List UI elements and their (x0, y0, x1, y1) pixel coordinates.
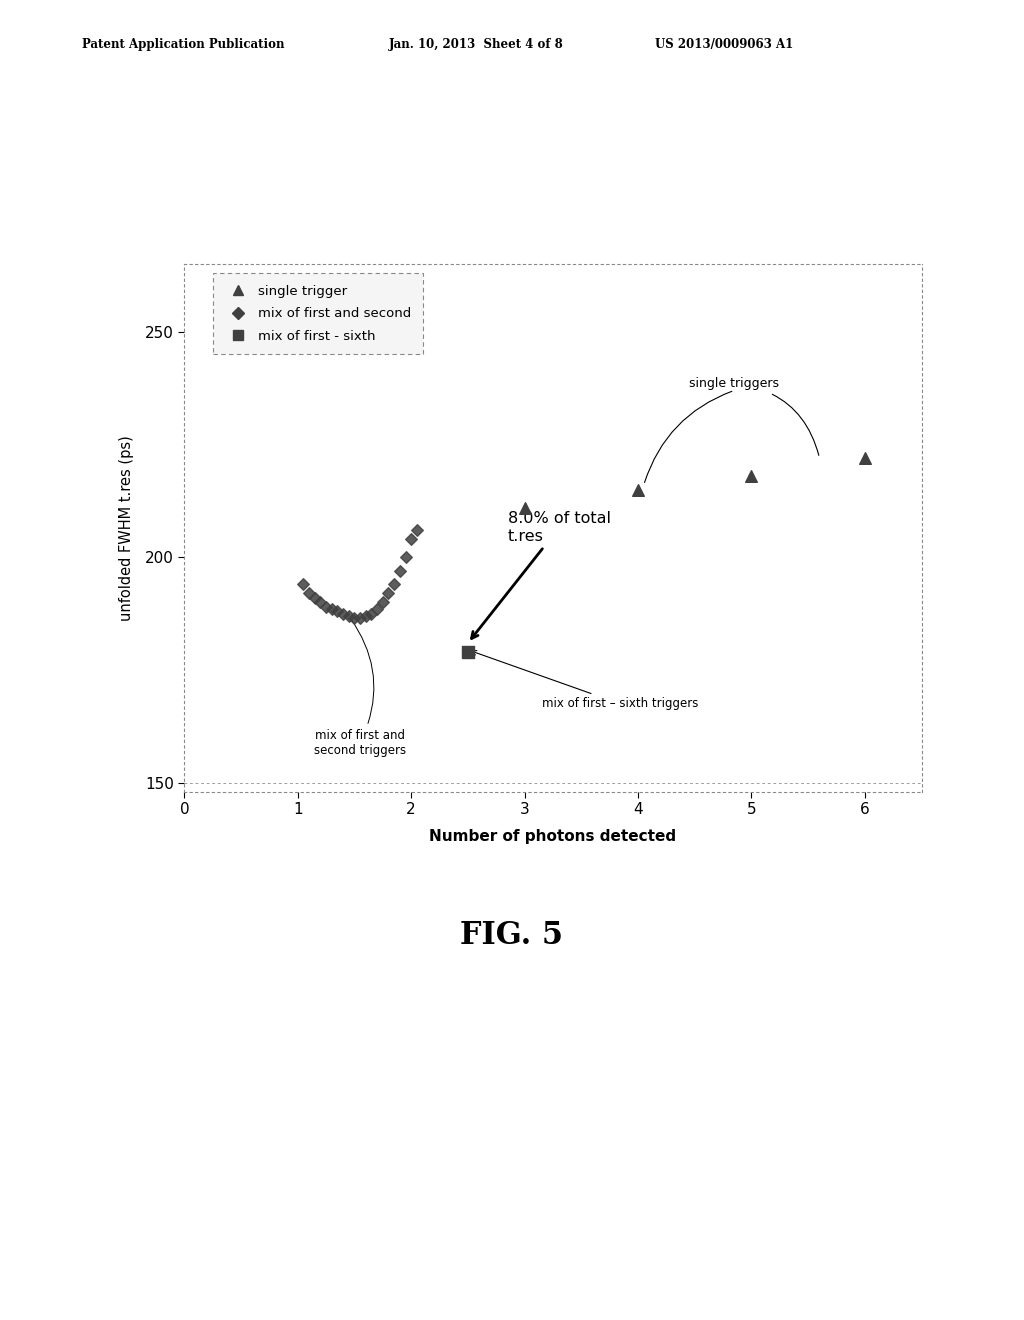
Point (312, 591, 329, 612)
Text: mix of first – sixth triggers: mix of first – sixth triggers (472, 651, 698, 710)
Point (346, 607, 362, 628)
Point (391, 560, 408, 581)
Point (317, 597, 334, 618)
Point (324, 599, 340, 620)
Point (397, 546, 414, 568)
Text: single triggers: single triggers (689, 378, 819, 455)
Point (630, 479, 646, 500)
Point (380, 583, 396, 605)
Point (357, 606, 374, 627)
Point (409, 520, 425, 541)
Point (743, 466, 760, 487)
Point (460, 642, 476, 663)
Point (403, 529, 420, 550)
Point (364, 603, 380, 624)
Text: Jan. 10, 2013  Sheet 4 of 8: Jan. 10, 2013 Sheet 4 of 8 (389, 37, 564, 50)
Point (857, 447, 873, 469)
Point (386, 574, 402, 595)
Point (330, 601, 346, 622)
Legend: single trigger, mix of first and second, mix of first - sixth: single trigger, mix of first and second,… (213, 273, 423, 355)
Point (369, 599, 385, 620)
Text: US 2013/0009063 A1: US 2013/0009063 A1 (655, 37, 794, 50)
Point (295, 574, 311, 595)
Point (352, 607, 369, 628)
Text: FIG. 5: FIG. 5 (461, 920, 563, 950)
Point (375, 591, 391, 612)
Point (516, 498, 532, 519)
Point (341, 606, 357, 627)
Point (306, 587, 323, 609)
Point (335, 603, 351, 624)
Text: mix of first and
second triggers: mix of first and second triggers (314, 618, 407, 756)
Text: 8.0% of total
t.res: 8.0% of total t.res (471, 511, 610, 639)
X-axis label: Number of photons detected: Number of photons detected (429, 829, 677, 843)
Y-axis label: unfolded FWHM t.res (ps): unfolded FWHM t.res (ps) (119, 436, 134, 620)
Text: Patent Application Publication: Patent Application Publication (82, 37, 285, 50)
Point (301, 583, 317, 605)
